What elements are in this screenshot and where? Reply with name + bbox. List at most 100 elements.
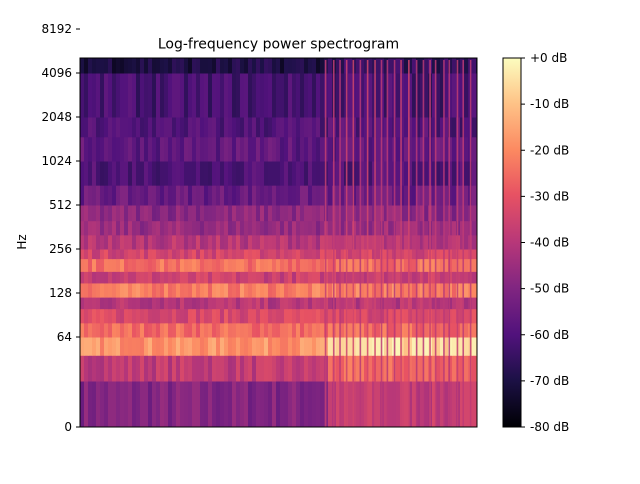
heatmap-cell [80, 185, 85, 206]
heatmap-cell [128, 381, 133, 427]
heatmap-cell [244, 282, 249, 298]
heatmap-cell [388, 337, 393, 356]
heatmap-cell [432, 161, 437, 186]
heatmap-cell [328, 117, 333, 138]
heatmap-cell [408, 73, 413, 118]
heatmap-cell [404, 117, 409, 138]
heatmap-cell [336, 355, 341, 382]
heatmap-cell [156, 73, 161, 118]
heatmap-cell [216, 117, 221, 138]
heatmap-cell [416, 58, 421, 74]
heatmap-cell [328, 297, 333, 310]
heatmap-cell [104, 282, 109, 298]
heatmap-cell [160, 308, 165, 324]
heatmap-cell [416, 220, 421, 236]
heatmap-cell [368, 136, 373, 162]
heatmap-cell [216, 249, 221, 260]
heatmap-cell [328, 220, 333, 236]
heatmap-cell [236, 282, 241, 298]
heatmap-cell [192, 297, 197, 310]
heatmap-cell [140, 308, 145, 324]
heatmap-cell [172, 73, 177, 118]
heatmap-cell [228, 282, 233, 298]
heatmap-cell [244, 136, 249, 162]
heatmap-cell [172, 337, 177, 356]
heatmap-cell [192, 136, 197, 162]
heatmap-cell [120, 355, 125, 382]
heatmap-cell [316, 271, 321, 284]
heatmap-cell [240, 282, 245, 298]
heatmap-cell [412, 220, 417, 236]
heatmap-cell [184, 271, 189, 284]
heatmap-cell [84, 185, 89, 206]
heatmap-cell [140, 117, 145, 138]
heatmap-cell [364, 220, 369, 236]
heatmap-cell [288, 249, 293, 260]
heatmap-cell [472, 136, 477, 162]
heatmap-cell [228, 117, 233, 138]
heatmap-cell [460, 161, 465, 186]
heatmap-cell [296, 337, 301, 356]
heatmap-cell [420, 381, 425, 427]
heatmap-cell [292, 381, 297, 427]
heatmap-cell [436, 205, 441, 222]
heatmap-cell [132, 117, 137, 138]
heatmap-cell [172, 117, 177, 138]
heatmap-cell [316, 258, 321, 272]
heatmap-cell [132, 258, 137, 272]
heatmap-cell [84, 205, 89, 222]
heatmap-cell [388, 381, 393, 427]
heatmap-cell [216, 381, 221, 427]
heatmap-cell [228, 73, 233, 118]
heatmap-cell [136, 205, 141, 222]
heatmap-cell [296, 220, 301, 236]
y-tick-label: 0 [64, 420, 72, 434]
heatmap-cell [92, 117, 97, 138]
heatmap-cell [368, 249, 373, 260]
heatmap-cell [356, 117, 361, 138]
heatmap-cell [308, 258, 313, 272]
heatmap-cell [196, 249, 201, 260]
heatmap-cell [264, 282, 269, 298]
heatmap-cell [356, 337, 361, 356]
heatmap-cell [168, 234, 173, 250]
heatmap-cell [200, 58, 205, 74]
heatmap-cell [396, 117, 401, 138]
heatmap-cell [208, 308, 213, 324]
heatmap-cell [196, 136, 201, 162]
heatmap-cell [92, 58, 97, 74]
heatmap-cell [328, 258, 333, 272]
heatmap-cell [88, 322, 93, 338]
heatmap-cell [276, 136, 281, 162]
heatmap-cell [400, 271, 405, 284]
heatmap-cell [340, 355, 345, 382]
heatmap-cell [404, 337, 409, 356]
heatmap-cell [440, 297, 445, 310]
heatmap-cell [140, 220, 145, 236]
heatmap-cell [280, 322, 285, 338]
heatmap-cell [312, 249, 317, 260]
heatmap-cell [444, 322, 449, 338]
heatmap-cell [136, 73, 141, 118]
heatmap-cell [176, 381, 181, 427]
heatmap-cell [196, 117, 201, 138]
heatmap-cell [408, 258, 413, 272]
heatmap-cell [288, 297, 293, 310]
heatmap-cell [412, 282, 417, 298]
heatmap-cell [320, 271, 325, 284]
heatmap-cell [148, 381, 153, 427]
heatmap-cell [136, 308, 141, 324]
heatmap-cell [100, 234, 105, 250]
heatmap-cell [264, 249, 269, 260]
heatmap-cell [264, 220, 269, 236]
heatmap-cell [248, 136, 253, 162]
heatmap-cell [348, 308, 353, 324]
heatmap-cell [348, 297, 353, 310]
heatmap-cell [240, 73, 245, 118]
heatmap-cell [268, 73, 273, 118]
heatmap-cell [236, 258, 241, 272]
heatmap-cell [156, 297, 161, 310]
heatmap-cell [240, 136, 245, 162]
heatmap-cell [184, 234, 189, 250]
heatmap-cell [464, 234, 469, 250]
